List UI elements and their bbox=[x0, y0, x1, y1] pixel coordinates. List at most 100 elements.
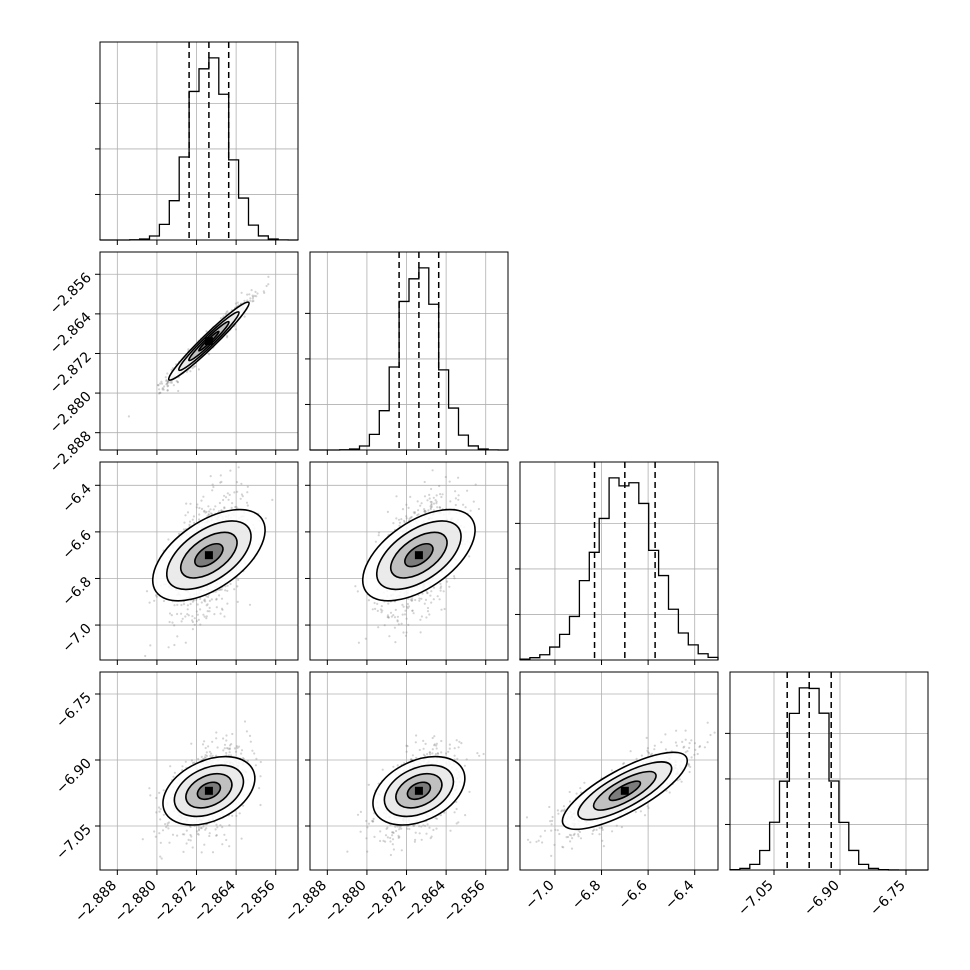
scatter-point bbox=[198, 828, 201, 831]
scatter-point bbox=[577, 833, 580, 836]
scatter-point bbox=[411, 609, 414, 612]
scatter-point bbox=[371, 608, 374, 611]
scatter-point bbox=[409, 495, 412, 498]
scatter-point bbox=[429, 753, 432, 756]
y-tick-label: −6.4 bbox=[59, 481, 94, 516]
scatter-point bbox=[435, 817, 439, 820]
scatter-point bbox=[675, 744, 678, 747]
scatter-point bbox=[411, 597, 414, 600]
scatter-point bbox=[203, 509, 206, 512]
scatter-point bbox=[444, 752, 448, 755]
scatter-point bbox=[474, 483, 477, 486]
scatter-point bbox=[418, 832, 421, 835]
scatter-point bbox=[191, 761, 195, 765]
scatter-point bbox=[453, 754, 456, 757]
scatter-point bbox=[214, 505, 217, 508]
scatter-point bbox=[187, 614, 190, 617]
scatter-point bbox=[203, 599, 206, 602]
scatter-point bbox=[422, 753, 425, 756]
scatter-point bbox=[166, 382, 169, 385]
scatter-point bbox=[424, 510, 427, 513]
scatter-point bbox=[392, 614, 395, 617]
scatter-point bbox=[246, 491, 249, 494]
y-tick-label: −6.6 bbox=[59, 527, 94, 562]
scatter-point bbox=[166, 381, 169, 384]
scatter-point bbox=[218, 501, 221, 505]
scatter-point bbox=[182, 528, 185, 531]
scatter-point bbox=[209, 512, 212, 515]
scatter-point bbox=[409, 598, 412, 601]
scatter-point bbox=[189, 825, 192, 829]
scatter-point bbox=[164, 376, 167, 379]
scatter-point bbox=[205, 751, 208, 754]
scatter-point bbox=[406, 602, 409, 606]
scatter-point bbox=[216, 826, 219, 829]
scatter-point bbox=[219, 824, 222, 827]
scatter-point bbox=[165, 826, 168, 829]
scatter-point bbox=[217, 510, 221, 513]
scatter-point bbox=[365, 819, 368, 823]
histogram-panel-0 bbox=[95, 41, 299, 245]
scatter-point bbox=[230, 743, 233, 746]
scatter-point bbox=[575, 792, 578, 795]
scatter-point bbox=[224, 585, 227, 588]
y-tick-label: −6.8 bbox=[59, 574, 94, 609]
scatter-point bbox=[245, 730, 248, 733]
scatter-point bbox=[248, 734, 252, 738]
scatter-point bbox=[252, 299, 255, 303]
scatter-point bbox=[436, 752, 440, 755]
scatter-point bbox=[223, 494, 226, 497]
scatter-point bbox=[440, 751, 443, 754]
scatter-point bbox=[200, 499, 203, 502]
scatter-point bbox=[181, 833, 184, 836]
scatter-point bbox=[440, 608, 443, 611]
scatter-point bbox=[264, 517, 267, 520]
scatter-point bbox=[448, 747, 451, 750]
scatter-point bbox=[381, 609, 384, 612]
scatter-point bbox=[223, 507, 226, 510]
scatter-point bbox=[466, 489, 469, 492]
scatter-point bbox=[185, 842, 188, 845]
scatter-point bbox=[162, 813, 165, 816]
scatter-point bbox=[197, 368, 200, 371]
scatter-point bbox=[432, 828, 435, 832]
scatter-point bbox=[177, 389, 180, 393]
scatter-point bbox=[240, 749, 244, 752]
scatter-point bbox=[236, 301, 239, 304]
scatter-point bbox=[200, 755, 203, 759]
scatter-point bbox=[426, 753, 429, 756]
scatter-point bbox=[412, 612, 415, 615]
scatter-point bbox=[197, 833, 200, 836]
scatter-point bbox=[173, 604, 176, 607]
scatter-point bbox=[218, 588, 221, 592]
scatter-point bbox=[438, 484, 441, 488]
scatter-point bbox=[205, 617, 208, 620]
scatter-point bbox=[395, 495, 398, 498]
scatter-point bbox=[168, 620, 171, 624]
scatter-point bbox=[430, 601, 433, 604]
scatter-point bbox=[429, 505, 432, 508]
scatter-point bbox=[198, 518, 201, 521]
scatter-point bbox=[460, 742, 463, 745]
scatter-point bbox=[240, 482, 243, 485]
scatter-point bbox=[262, 290, 265, 293]
scatter-point bbox=[439, 582, 442, 586]
density-peak bbox=[204, 551, 213, 560]
scatter-point bbox=[166, 389, 169, 392]
scatter-point bbox=[388, 635, 391, 638]
scatter-point bbox=[377, 626, 380, 629]
scatter-point bbox=[248, 603, 252, 606]
scatter-point bbox=[400, 518, 403, 521]
scatter-point bbox=[404, 609, 407, 612]
scatter-point bbox=[391, 843, 394, 846]
x-tick-label: −2.880 bbox=[322, 878, 370, 926]
scatter-point bbox=[203, 843, 206, 846]
scatter-point bbox=[204, 746, 207, 750]
scatter-point bbox=[425, 832, 428, 835]
scatter-point bbox=[191, 518, 194, 521]
scatter-point bbox=[263, 291, 266, 294]
scatter-point bbox=[202, 495, 205, 498]
scatter-point bbox=[240, 493, 243, 496]
scatter-point bbox=[231, 502, 234, 505]
